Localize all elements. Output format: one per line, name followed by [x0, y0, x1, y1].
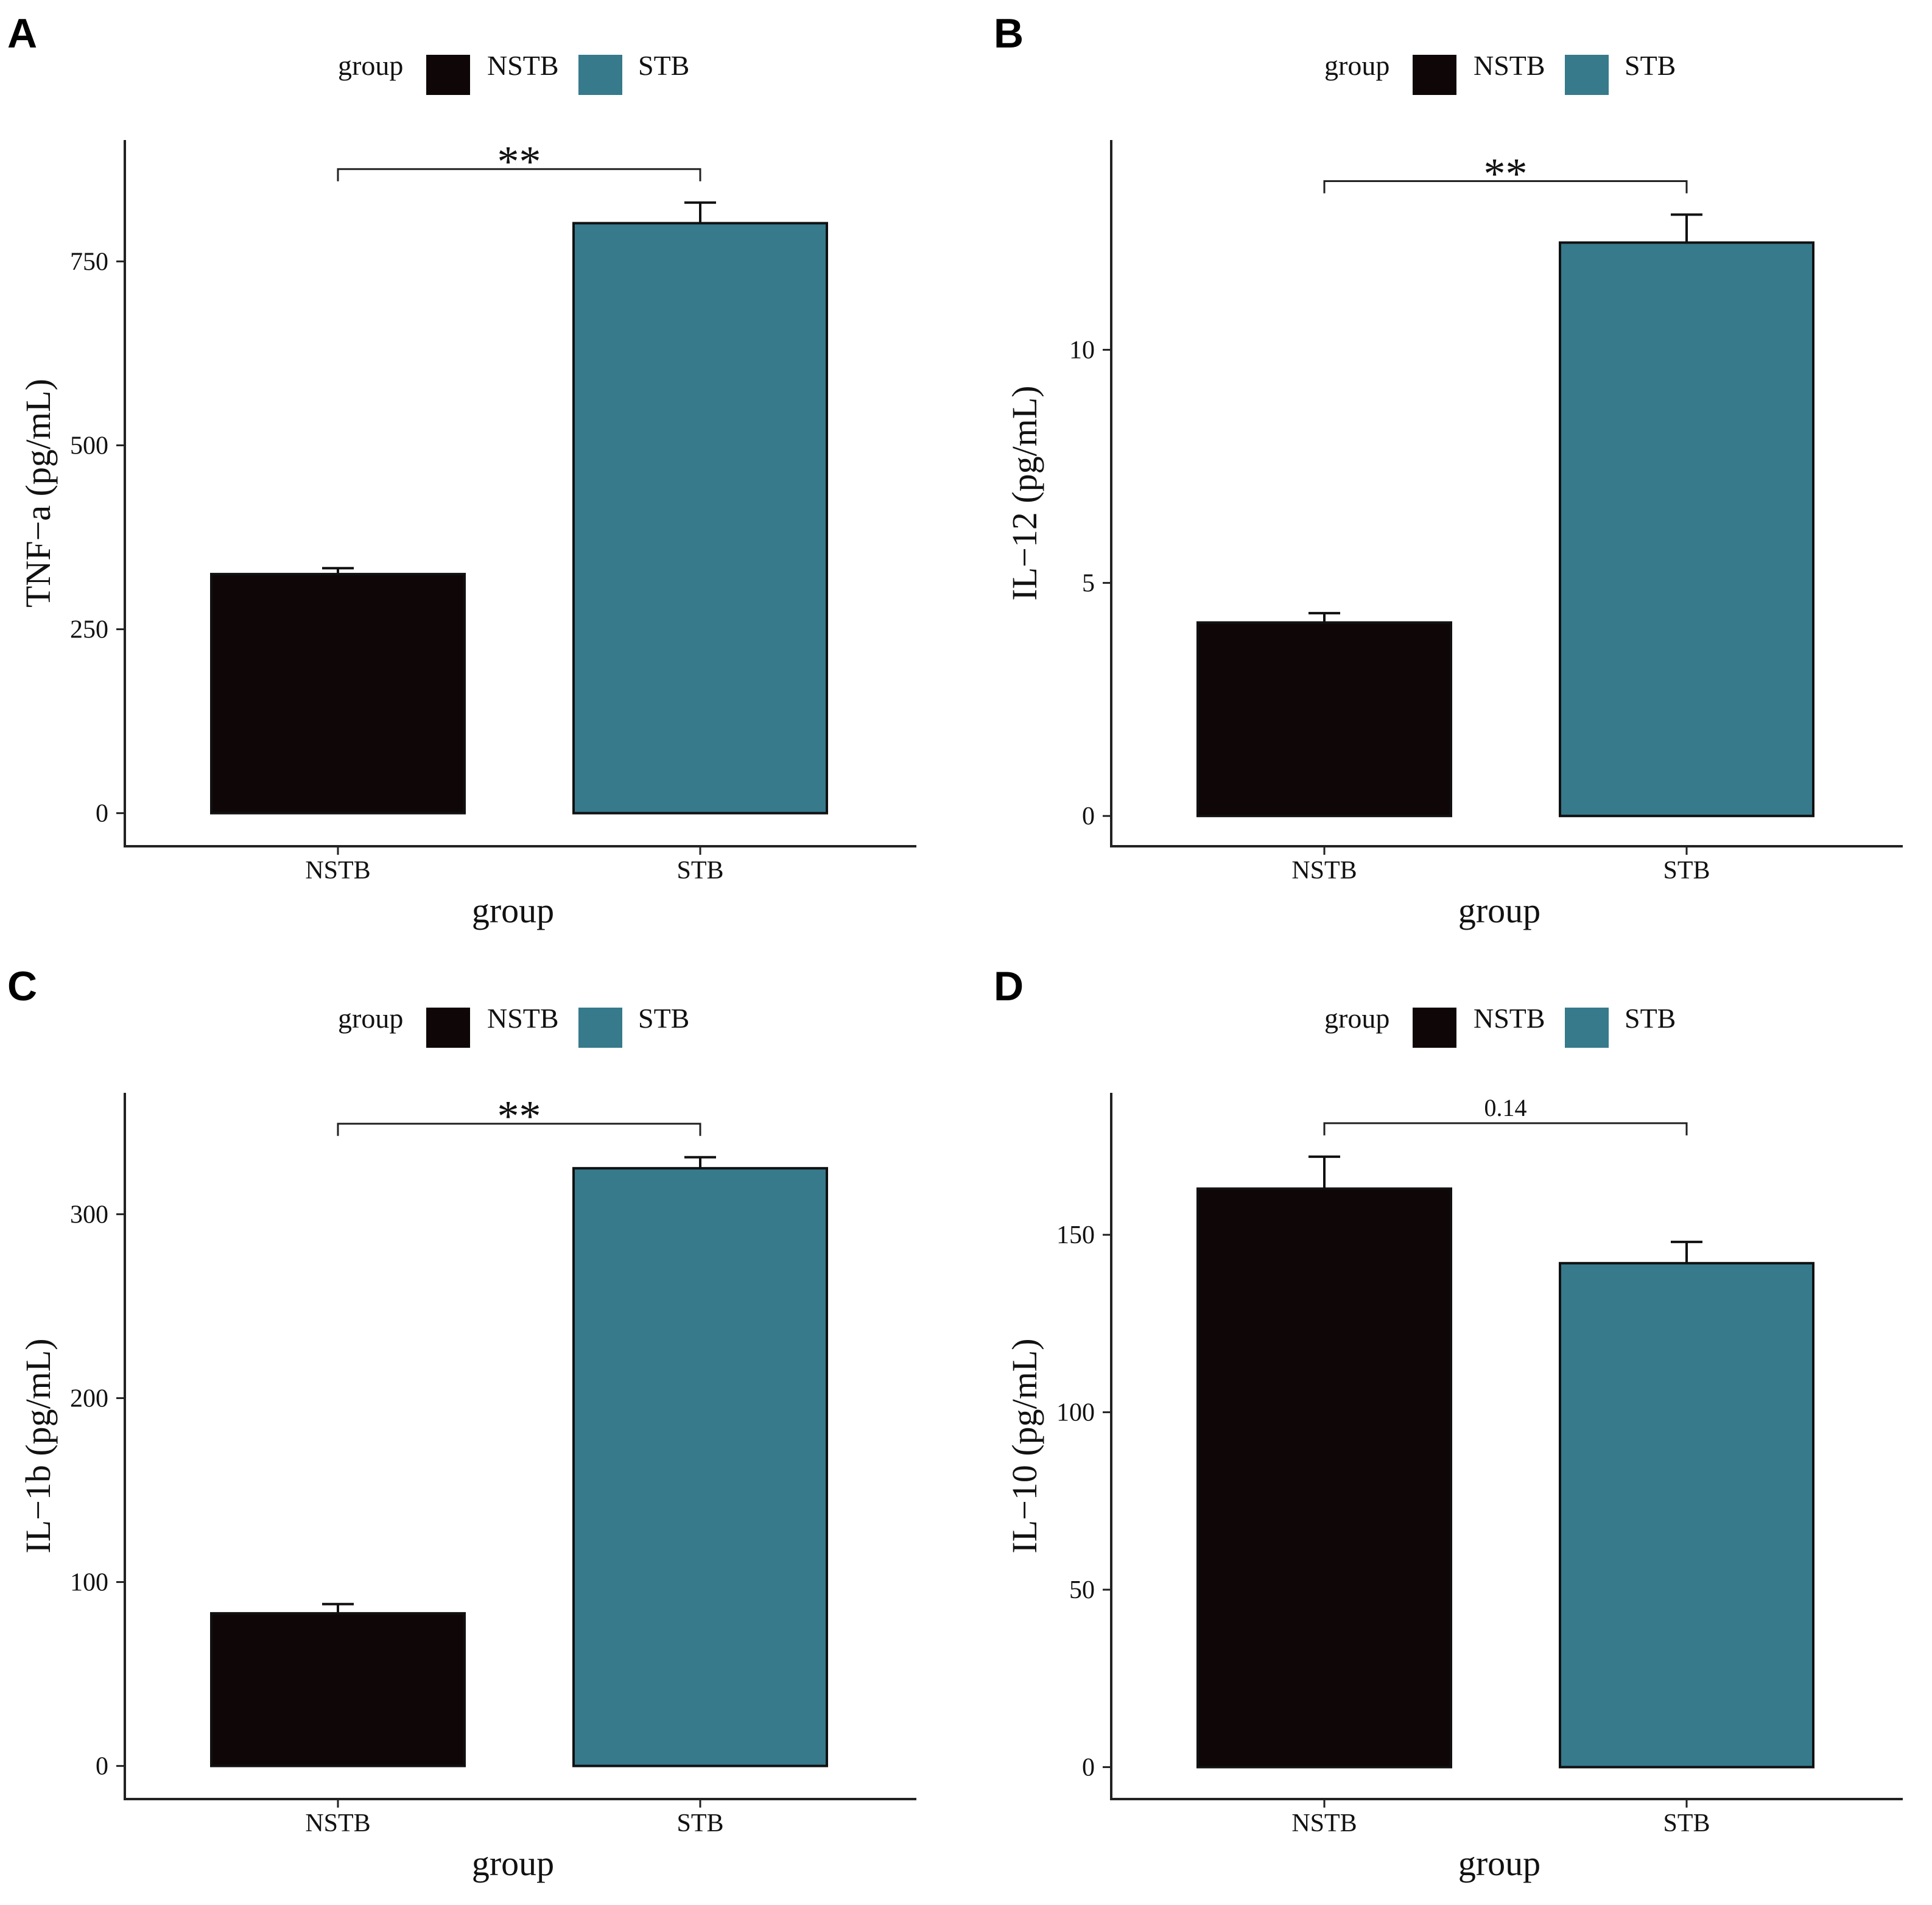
significance-bracket — [1323, 180, 1688, 194]
y-axis-title: TNF−a (pg/mL) — [18, 379, 58, 608]
y-tick-label: 50 — [1069, 1576, 1095, 1604]
legend-swatch-stb — [1565, 55, 1609, 95]
legend-title: group — [338, 50, 403, 81]
y-axis-title: IL−12 (pg/mL) — [1005, 385, 1044, 600]
legend-label-stb: STB — [1625, 1003, 1676, 1034]
panel-c-letter: C — [7, 963, 37, 1009]
legend-label-stb: STB — [638, 1003, 689, 1034]
legend-title: group — [1324, 50, 1389, 81]
legend-title: group — [1324, 1003, 1389, 1034]
error-bar-nstb — [1308, 612, 1340, 623]
bar-stb — [1559, 241, 1814, 818]
error-bar-nstb — [1308, 1155, 1340, 1189]
error-bar-stb — [684, 201, 716, 223]
legend-swatch-nstb — [1413, 55, 1456, 95]
panel-b-letter: B — [994, 10, 1024, 57]
significance-label: 0.14 — [1484, 1094, 1527, 1121]
legend-label-nstb: NSTB — [1474, 1003, 1545, 1034]
bar-nstb — [210, 572, 466, 815]
error-bar-nstb — [322, 567, 354, 574]
legend-swatch-stb — [1565, 1008, 1609, 1048]
x-tick-label-nstb: NSTB — [1291, 857, 1357, 885]
bar-nstb — [1196, 621, 1452, 818]
legend-swatch-stb — [578, 55, 622, 95]
y-tick-label: 500 — [70, 432, 108, 460]
y-tick-label: 0 — [96, 800, 108, 828]
axis-lines — [124, 140, 916, 847]
legend-label-nstb: NSTB — [487, 50, 559, 81]
bar-stb — [1559, 1261, 1814, 1769]
axis-lines — [1110, 140, 1903, 847]
y-tick-label: 150 — [1056, 1221, 1095, 1249]
legend-label-nstb: NSTB — [487, 1003, 559, 1034]
y-tick-label: 250 — [70, 616, 108, 644]
significance-label: ** — [497, 138, 541, 186]
bar-stb — [572, 222, 828, 815]
axis-lines — [1110, 1093, 1903, 1800]
axis-lines — [124, 1093, 916, 1800]
y-tick-label: 300 — [70, 1201, 108, 1229]
legend-swatch-nstb — [1413, 1008, 1456, 1048]
x-axis-title: group — [1458, 891, 1540, 930]
x-tick-label-stb: STB — [676, 1809, 723, 1837]
legend-label-nstb: NSTB — [1474, 50, 1545, 81]
significance-bracket — [337, 168, 701, 181]
legend-swatch-nstb — [426, 55, 470, 95]
legend-label-stb: STB — [638, 50, 689, 81]
x-axis-title: group — [1458, 1844, 1540, 1883]
panel-a-letter: A — [7, 10, 37, 57]
error-bar-stb — [1671, 1240, 1702, 1263]
bar-nstb — [1196, 1187, 1452, 1769]
x-tick-label-nstb: NSTB — [305, 1809, 370, 1837]
panel-d-letter: D — [994, 963, 1024, 1009]
x-tick-label-stb: STB — [1663, 857, 1710, 885]
x-axis-title: group — [472, 891, 554, 930]
error-bar-stb — [684, 1156, 716, 1168]
y-tick-label: 0 — [1082, 802, 1095, 830]
y-tick-label: 200 — [70, 1384, 108, 1412]
y-tick-label: 0 — [1082, 1754, 1095, 1782]
x-tick-label-nstb: NSTB — [305, 857, 370, 885]
y-tick-label: 100 — [70, 1569, 108, 1597]
error-bar-stb — [1671, 213, 1702, 243]
legend-swatch-nstb — [426, 1008, 470, 1048]
y-tick-label: 10 — [1069, 337, 1095, 365]
x-tick-label-stb: STB — [676, 857, 723, 885]
significance-bracket — [337, 1123, 701, 1136]
x-tick-label-nstb: NSTB — [1291, 1809, 1357, 1837]
x-axis-title: group — [472, 1844, 554, 1883]
error-bar-nstb — [322, 1602, 354, 1613]
y-tick-label: 0 — [96, 1753, 108, 1781]
bar-stb — [572, 1167, 828, 1767]
significance-label: ** — [1484, 150, 1528, 198]
x-tick-label-stb: STB — [1663, 1809, 1710, 1837]
y-tick-label: 5 — [1082, 569, 1095, 597]
y-tick-label: 750 — [70, 248, 108, 276]
legend-swatch-stb — [578, 1008, 622, 1048]
significance-label: ** — [497, 1092, 541, 1141]
y-axis-title: IL−1b (pg/mL) — [18, 1338, 58, 1553]
legend-label-stb: STB — [1625, 50, 1676, 81]
significance-bracket — [1323, 1122, 1688, 1135]
legend-title: group — [338, 1003, 403, 1034]
bar-nstb — [210, 1612, 466, 1767]
y-tick-label: 100 — [1056, 1399, 1095, 1427]
y-axis-title: IL−10 (pg/mL) — [1005, 1338, 1044, 1553]
